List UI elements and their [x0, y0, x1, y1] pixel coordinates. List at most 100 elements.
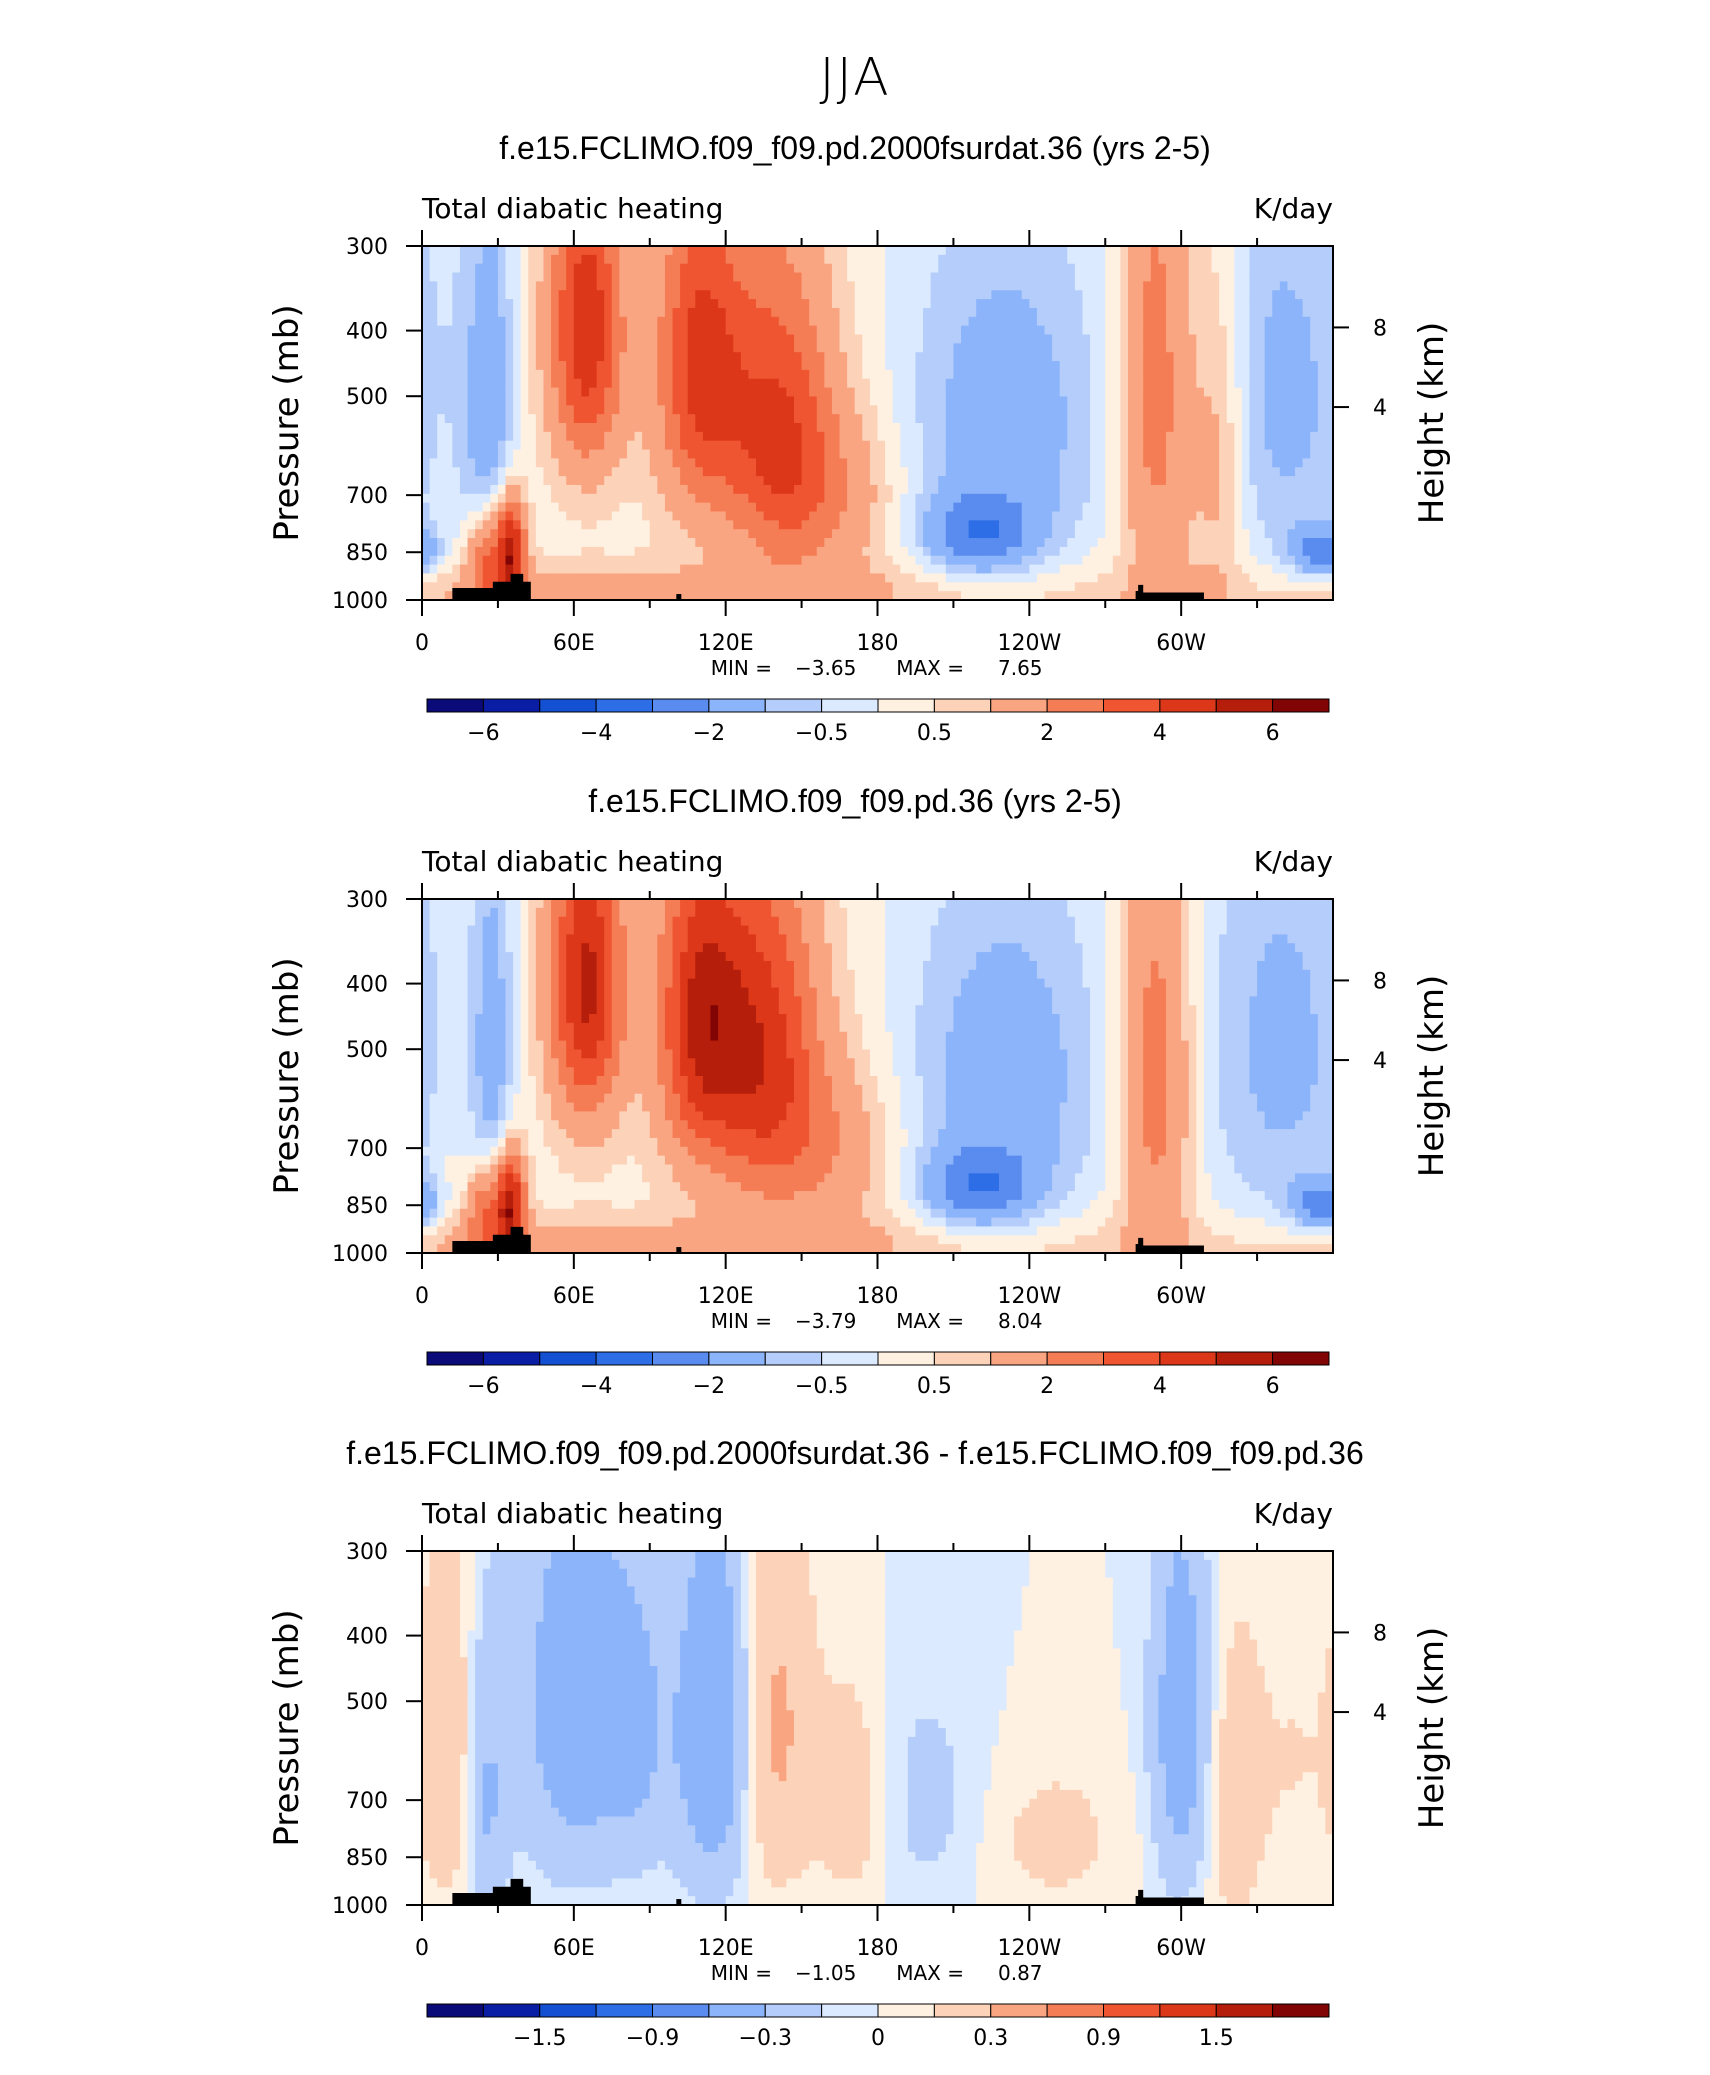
- heatmap-cell: [764, 556, 772, 565]
- heatmap-cell: [1098, 556, 1106, 565]
- heatmap-cell: [1098, 396, 1106, 405]
- heatmap-cell: [802, 273, 810, 282]
- heatmap-cell: [1280, 582, 1288, 591]
- heatmap-cell: [1181, 414, 1189, 423]
- heatmap-cell: [521, 512, 529, 521]
- heatmap-cell: [809, 370, 817, 379]
- heatmap-cell: [878, 529, 886, 538]
- heatmap-cell: [445, 538, 453, 547]
- heatmap-cell: [1280, 361, 1288, 370]
- heatmap-cell: [809, 547, 817, 556]
- heatmap-cell: [1181, 573, 1189, 582]
- heatmap-cell: [855, 565, 863, 574]
- heatmap-cell: [984, 573, 992, 582]
- heatmap-cell: [445, 485, 453, 494]
- heatmap-cell: [961, 423, 969, 432]
- heatmap-cell: [1082, 326, 1090, 335]
- heatmap-cell: [635, 423, 643, 432]
- heatmap-cell: [1060, 538, 1068, 547]
- heatmap-cell: [1082, 264, 1090, 273]
- heatmap-cell: [452, 529, 460, 538]
- heatmap-cell: [1174, 529, 1182, 538]
- heatmap-cell: [984, 423, 992, 432]
- heatmap-cell: [733, 405, 741, 414]
- heatmap-cell: [741, 281, 749, 290]
- heatmap-cell: [999, 246, 1007, 255]
- heatmap-cell: [551, 467, 559, 476]
- heatmap-cell: [999, 529, 1007, 538]
- heatmap-cell: [612, 405, 620, 414]
- heatmap-cell: [430, 335, 438, 344]
- heatmap-cell: [1272, 485, 1280, 494]
- heatmap-cell: [566, 547, 574, 556]
- heatmap-cell: [1082, 476, 1090, 485]
- heatmap-cell: [1120, 467, 1128, 476]
- heatmap-cell: [635, 273, 643, 282]
- heatmap-cell: [551, 361, 559, 370]
- heatmap-cell: [840, 326, 848, 335]
- heatmap-cell: [430, 1156, 438, 1165]
- heatmap-cell: [1120, 547, 1128, 556]
- heatmap-cell: [1022, 299, 1030, 308]
- heatmap-cell: [1234, 308, 1242, 317]
- heatmap-cell: [885, 343, 893, 352]
- heatmap-cell: [1303, 450, 1311, 459]
- heatmap-cell: [1045, 503, 1053, 512]
- heatmap-cell: [1014, 476, 1022, 485]
- heatmap-cell: [1265, 246, 1273, 255]
- heatmap-cell: [688, 299, 696, 308]
- heatmap-cell: [528, 255, 536, 264]
- heatmap-cell: [718, 441, 726, 450]
- heatmap-cell: [953, 432, 961, 441]
- heatmap-cell: [1075, 405, 1083, 414]
- heatmap-cell: [1113, 264, 1121, 273]
- heatmap-cell: [597, 538, 605, 547]
- heatmap-cell: [900, 485, 908, 494]
- heatmap-cell: [543, 379, 551, 388]
- heatmap-cell: [786, 556, 794, 565]
- heatmap-cell: [437, 1041, 445, 1050]
- heatmap-cell: [809, 582, 817, 591]
- heatmap-cell: [726, 326, 734, 335]
- heatmap-cell: [1295, 432, 1303, 441]
- heatmap-cell: [870, 388, 878, 397]
- heatmap-cell: [984, 512, 992, 521]
- heatmap-cell: [581, 512, 589, 521]
- heatmap-cell: [1227, 512, 1235, 521]
- heatmap-cell: [468, 370, 476, 379]
- heatmap-cell: [422, 441, 430, 450]
- heatmap-cell: [543, 343, 551, 352]
- heatmap-cell: [1212, 308, 1220, 317]
- heatmap-cell: [483, 432, 491, 441]
- heatmap-cell: [809, 290, 817, 299]
- heatmap-cell: [710, 281, 718, 290]
- heatmap-cell: [521, 273, 529, 282]
- x-tick-label: 0: [415, 631, 429, 656]
- heatmap-cell: [589, 423, 597, 432]
- heatmap-cell: [718, 450, 726, 459]
- heatmap-cell: [718, 485, 726, 494]
- heatmap-cell: [1098, 317, 1106, 326]
- heatmap-cell: [468, 573, 476, 582]
- heatmap-cell: [1128, 414, 1136, 423]
- heatmap-cell: [1158, 246, 1166, 255]
- heatmap-cell: [1234, 512, 1242, 521]
- heatmap-cell: [1234, 317, 1242, 326]
- heatmap-cell: [445, 423, 453, 432]
- heatmap-cell: [1098, 441, 1106, 450]
- heatmap-cell: [1303, 370, 1311, 379]
- heatmap-cell: [673, 370, 681, 379]
- heatmap-cell: [900, 361, 908, 370]
- heatmap-cell: [764, 405, 772, 414]
- heatmap-cell: [1280, 512, 1288, 521]
- heatmap-cell: [566, 379, 574, 388]
- heatmap-cell: [1151, 352, 1159, 361]
- heatmap-cell: [642, 547, 650, 556]
- heatmap-cell: [900, 264, 908, 273]
- heatmap-cell: [1120, 352, 1128, 361]
- heatmap-cell: [710, 441, 718, 450]
- heatmap-cell: [521, 450, 529, 459]
- heatmap-cell: [710, 255, 718, 264]
- heatmap-cell: [923, 264, 931, 273]
- heatmap-cell: [437, 1138, 445, 1147]
